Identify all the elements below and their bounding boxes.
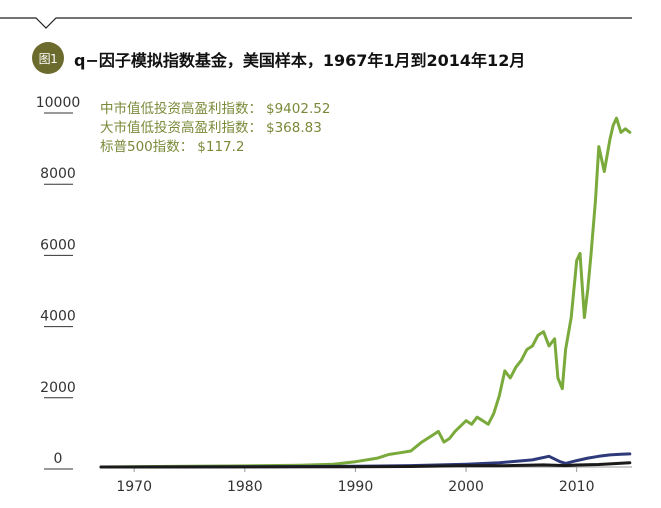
x-tick-label: 1990 (338, 479, 374, 495)
legend-value: $117.2 (197, 139, 245, 155)
legend: 中市值低投资高盈利指数： $9402.52 大市值低投资高盈利指数： $368.83… (100, 100, 330, 157)
series-line-1 (99, 116, 632, 469)
y-tick-label: 10000 (36, 95, 81, 111)
figure-badge: 图1 (32, 42, 64, 74)
legend-value: $9402.52 (266, 101, 331, 117)
legend-label: 标普500指数： (100, 139, 194, 155)
y-tick-label: 8000 (40, 166, 76, 182)
legend-item-mid: 中市值低投资高盈利指数： $9402.52 (100, 100, 330, 119)
y-tick-label: 4000 (40, 309, 76, 325)
x-tick-label: 1980 (227, 479, 263, 495)
x-tick-label: 1970 (116, 479, 152, 495)
chart-title: q−因子模拟指数基金，美国样本，1967年1月到2014年12月 (74, 51, 526, 70)
legend-label: 大市值低投资高盈利指数： (100, 120, 262, 136)
x-tick-label: 2010 (559, 479, 595, 495)
legend-value: $368.83 (266, 120, 322, 136)
legend-item-sp500: 标普500指数： $117.2 (100, 138, 330, 157)
y-tick-label: 2000 (40, 380, 76, 396)
y-tick-label: 6000 (40, 237, 76, 253)
y-tick-label: 0 (54, 451, 63, 467)
legend-label: 中市值低投资高盈利指数： (100, 101, 262, 117)
series-line-3 (99, 461, 632, 469)
legend-item-large: 大市值低投资高盈利指数： $368.83 (100, 119, 330, 138)
header-rule (0, 17, 632, 29)
x-tick-label: 2000 (448, 479, 484, 495)
